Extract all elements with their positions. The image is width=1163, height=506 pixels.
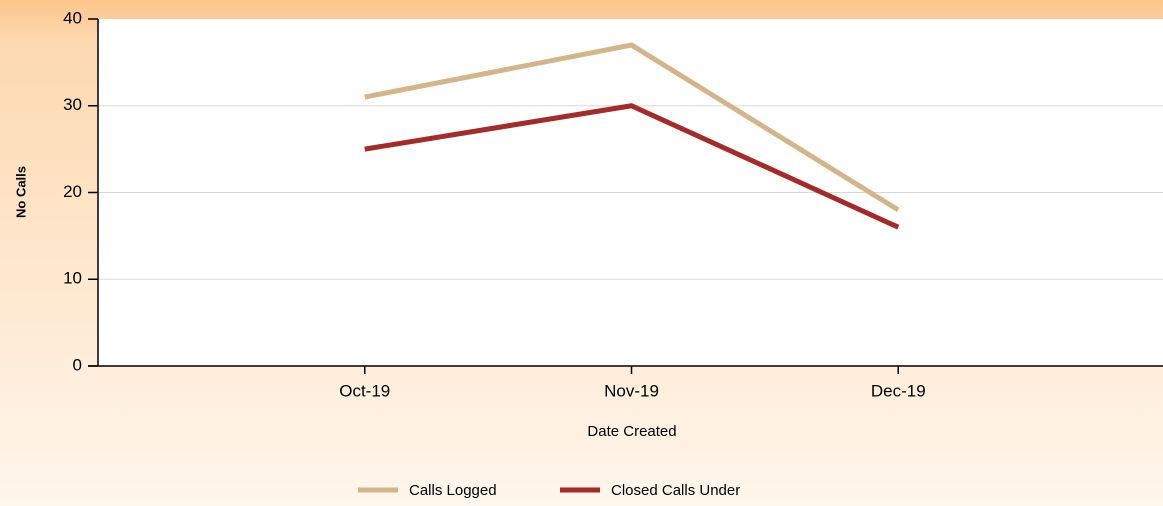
x-tick-label: Dec-19 xyxy=(871,381,926,400)
legend-label: Calls Logged xyxy=(409,482,497,499)
y-tick-label: 0 xyxy=(73,355,82,374)
series-line xyxy=(364,42,900,212)
y-tick-label: 40 xyxy=(63,8,82,27)
y-tick-label: 10 xyxy=(63,269,82,288)
x-axis-label: Date Created xyxy=(587,423,676,440)
legend-label: Closed Calls Under xyxy=(611,482,740,499)
series-line xyxy=(364,103,900,230)
y-tick-label: 20 xyxy=(63,182,82,201)
y-tick-label: 30 xyxy=(63,95,82,114)
y-axis-label: No Calls xyxy=(13,166,28,218)
x-tick-label: Nov-19 xyxy=(604,381,659,400)
x-tick-label: Oct-19 xyxy=(339,381,390,400)
